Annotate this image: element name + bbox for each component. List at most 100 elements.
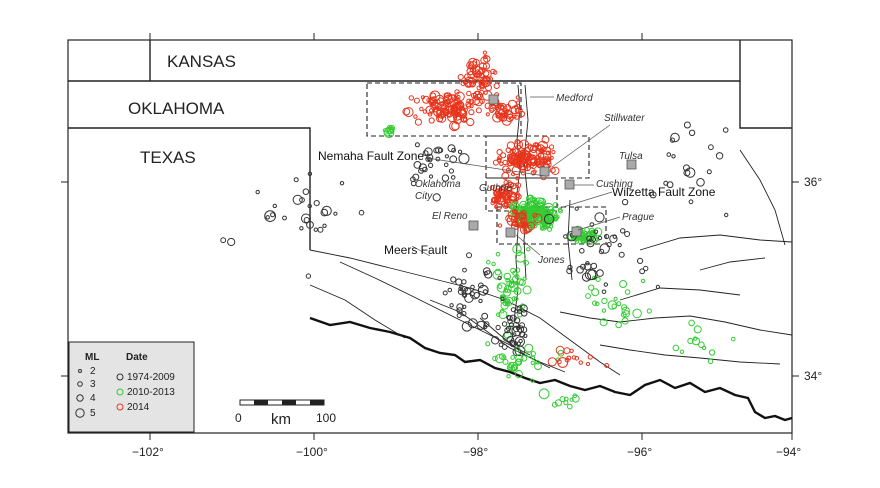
epicenter-marker <box>467 318 478 329</box>
epicenter-marker <box>589 222 595 228</box>
epicenter-marker <box>466 118 475 127</box>
epicenter-marker <box>382 128 387 133</box>
epicenter-marker <box>427 112 433 117</box>
epicenter-marker <box>601 297 608 305</box>
epicenter-marker <box>672 344 680 352</box>
epicenter-marker <box>566 267 573 275</box>
epicenter-marker <box>590 262 598 270</box>
epicenter-marker <box>514 107 521 114</box>
epicenter-marker <box>403 107 414 118</box>
epicenter-marker <box>307 171 313 177</box>
epicenter-marker <box>670 132 680 143</box>
epicenter-marker <box>439 101 445 107</box>
epicenter-marker <box>639 268 645 275</box>
epicenter-marker <box>508 196 516 204</box>
legend-ml-4: 4 <box>90 393 96 404</box>
epicenter-marker <box>470 66 477 73</box>
epicenter-marker <box>492 355 498 362</box>
epicenter-marker <box>691 337 701 346</box>
epicenter-marker <box>679 349 685 354</box>
epicenter-marker <box>510 158 516 163</box>
epicenter-marker <box>535 158 541 163</box>
epicenter-marker <box>320 208 329 217</box>
epicenter-marker <box>535 201 545 211</box>
epicenter-marker <box>520 355 528 362</box>
epicenter-marker <box>466 98 472 104</box>
epicenter-marker <box>429 90 441 102</box>
epicenter-marker <box>499 161 504 167</box>
study-boxes <box>366 82 607 245</box>
epicenter-marker <box>457 149 463 155</box>
legend-size-5 <box>75 408 85 418</box>
epicenter-marker <box>414 118 422 126</box>
epicenter-marker <box>640 278 646 284</box>
epicenter-marker <box>420 95 425 100</box>
epicenter-marker <box>514 358 523 366</box>
epicenter-marker <box>549 224 554 229</box>
epicenter-marker <box>537 152 545 160</box>
el-reno-label: El Reno <box>432 211 468 222</box>
epicenter-marker <box>624 289 631 295</box>
epicenter-marker <box>435 156 441 162</box>
epicenter-marker <box>443 162 449 168</box>
epicenter-marker <box>498 194 503 199</box>
epicenter-marker <box>501 344 508 350</box>
epicenter-marker <box>496 157 502 163</box>
epicenter-marker <box>533 213 543 224</box>
epicenter-marker <box>301 213 311 224</box>
epicenter-marker <box>543 213 555 225</box>
epicenter-marker <box>483 54 488 60</box>
epicenter-marker <box>532 169 537 174</box>
epicenter-marker <box>505 147 512 154</box>
epicenter-marker <box>478 62 487 71</box>
epicenter-marker <box>532 210 538 216</box>
epicenter-marker <box>447 104 459 116</box>
epicenter-marker <box>483 324 488 329</box>
epicenter-marker <box>525 217 530 222</box>
epicenter-marker <box>594 301 600 307</box>
epicenter-marker <box>500 296 505 302</box>
epicenter-marker <box>506 336 515 344</box>
epicenter-marker <box>514 370 523 379</box>
prague-label: Prague <box>622 212 655 223</box>
epicenter-marker <box>698 341 705 349</box>
epicenter-marker <box>646 308 652 314</box>
epicenter-marker <box>489 108 495 113</box>
epicenter-marker <box>501 321 508 327</box>
epicenter-marker <box>601 308 607 313</box>
epicenter-marker <box>517 308 523 314</box>
city-markers <box>468 94 637 238</box>
epicenter-marker <box>574 239 580 244</box>
epicenter-marker <box>492 159 499 166</box>
epicenter-marker <box>485 341 491 347</box>
epicenter-marker <box>671 154 676 159</box>
epicenter-marker <box>432 193 441 202</box>
epicenter-marker <box>515 144 521 150</box>
epicenter-marker <box>485 112 490 117</box>
epicenter-marker <box>468 76 476 84</box>
legend-date-2014: 2014 <box>127 402 150 413</box>
epicenter-marker <box>547 357 557 367</box>
legend-ml-2: 2 <box>90 366 96 377</box>
epicenter-marker <box>255 189 260 195</box>
axis-ticks <box>61 33 799 440</box>
epicenter-marker <box>539 226 545 231</box>
epicenter-marker <box>313 200 320 207</box>
epicenter-marker <box>528 144 534 151</box>
epicenter-marker <box>558 208 563 214</box>
epicenter-marker <box>414 142 420 148</box>
epicenter-marker <box>457 288 464 295</box>
epicenter-marker <box>426 153 434 161</box>
epicenter-marker <box>428 162 434 168</box>
epicenter-marker <box>519 331 526 338</box>
epicenter-marker <box>307 203 312 209</box>
epicenter-marker <box>520 310 528 317</box>
epicenter-marker <box>534 142 539 147</box>
epicenter-marker <box>441 174 450 182</box>
epicenter-marker <box>506 364 514 371</box>
epicenter-marker <box>458 153 470 165</box>
epicenter-marker <box>637 257 644 264</box>
epicenter-marker <box>604 363 610 368</box>
epicenter-marker <box>514 288 519 293</box>
epicenter-marker <box>523 333 528 338</box>
